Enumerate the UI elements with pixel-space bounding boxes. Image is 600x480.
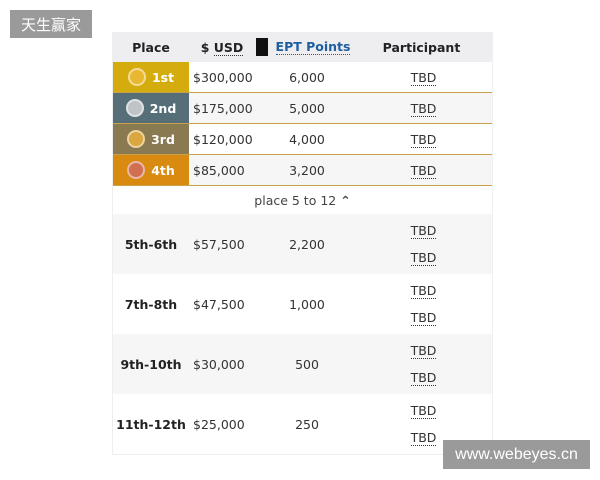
participant-tbd: TBD (410, 283, 437, 299)
header-usd: $ USD (189, 39, 255, 56)
prize-cell: $30,000 (193, 356, 245, 372)
place-cell: 7th-8th (124, 296, 178, 312)
participant-tbd: TBD (410, 403, 437, 419)
header-place: Place (132, 39, 170, 55)
place-cell: 5th-6th (124, 236, 178, 252)
header-ept: EPT Points (255, 38, 351, 56)
table-row: 1st $300,000 6,000 TBD (113, 62, 492, 93)
participant-tbd: TBD (410, 131, 437, 148)
prize-cell: $57,500 (193, 236, 245, 252)
participant-cell: TBD (355, 100, 492, 117)
points-cell: 250 (295, 416, 319, 432)
table-row: 4th $85,000 3,200 TBD (113, 155, 492, 186)
book-icon (255, 38, 268, 56)
table-row: 9th-10th $30,000 500 TBD TBD (113, 334, 492, 394)
ept-points-link[interactable]: EPT Points (275, 38, 351, 55)
medal-icon (125, 99, 144, 117)
toggle-label: place 5 to 12 (254, 192, 337, 208)
points-cell: 2,200 (289, 236, 325, 252)
usd-abbr: USD (213, 39, 244, 56)
points-cell: 500 (295, 356, 319, 372)
participant-tbd: TBD (410, 343, 437, 359)
participant-cell: TBD (355, 131, 492, 148)
points-cell: 4,000 (289, 131, 325, 147)
medal-icon (127, 68, 146, 86)
table-row: 7th-8th $47,500 1,000 TBD TBD (113, 274, 492, 334)
points-cell: 6,000 (289, 69, 325, 85)
place-cell: 9th-10th (120, 356, 182, 372)
participant-cell: TBD TBD (355, 283, 492, 326)
toggle-places-button[interactable]: place 5 to 12 ⌃ (113, 186, 492, 214)
place-cell: 11th-12th (116, 416, 186, 432)
participant-cell: TBD TBD (355, 343, 492, 386)
header-participant: Participant (382, 39, 461, 55)
participant-cell: TBD (355, 162, 492, 179)
chevron-up-icon: ⌃ (340, 192, 351, 208)
participant-tbd: TBD (410, 310, 437, 326)
watermark-bottom-right: www.webeyes.cn (443, 440, 590, 469)
participant-tbd: TBD (410, 430, 437, 446)
participant-tbd: TBD (410, 223, 437, 239)
usd-prefix: $ (200, 39, 210, 55)
medal-icon (127, 161, 146, 179)
place-cell: 4th (113, 155, 189, 185)
participant-tbd: TBD (410, 100, 437, 117)
participant-tbd: TBD (410, 69, 437, 86)
prize-cell: $85,000 (193, 162, 245, 178)
participant-tbd: TBD (410, 370, 437, 386)
prize-table: Place $ USD EPT Points Participant 1st $… (112, 32, 493, 455)
place-label: 1st (151, 69, 175, 85)
prize-cell: $300,000 (193, 69, 253, 85)
participant-tbd: TBD (410, 162, 437, 179)
medal-icon (127, 130, 146, 148)
place-label: 2nd (149, 100, 177, 116)
place-cell: 2nd (113, 93, 189, 123)
prize-cell: $120,000 (193, 131, 253, 147)
participant-cell: TBD TBD (355, 403, 492, 446)
points-cell: 5,000 (289, 100, 325, 116)
table-row: 11th-12th $25,000 250 TBD TBD (113, 394, 492, 454)
table-row: 5th-6th $57,500 2,200 TBD TBD (113, 214, 492, 274)
points-cell: 1,000 (289, 296, 325, 312)
prize-cell: $25,000 (193, 416, 245, 432)
table-row: 3rd $120,000 4,000 TBD (113, 124, 492, 155)
place-cell: 3rd (113, 124, 189, 154)
table-row: 2nd $175,000 5,000 TBD (113, 93, 492, 124)
table-header: Place $ USD EPT Points Participant (113, 32, 492, 62)
participant-tbd: TBD (410, 250, 437, 266)
prize-cell: $47,500 (193, 296, 245, 312)
watermark-top-left: 天生赢家 (10, 10, 92, 38)
place-label: 3rd (151, 131, 175, 147)
prize-cell: $175,000 (193, 100, 253, 116)
points-cell: 3,200 (289, 162, 325, 178)
place-label: 4th (151, 162, 175, 178)
participant-cell: TBD TBD (355, 223, 492, 266)
place-cell: 1st (113, 62, 189, 92)
participant-cell: TBD (355, 69, 492, 86)
